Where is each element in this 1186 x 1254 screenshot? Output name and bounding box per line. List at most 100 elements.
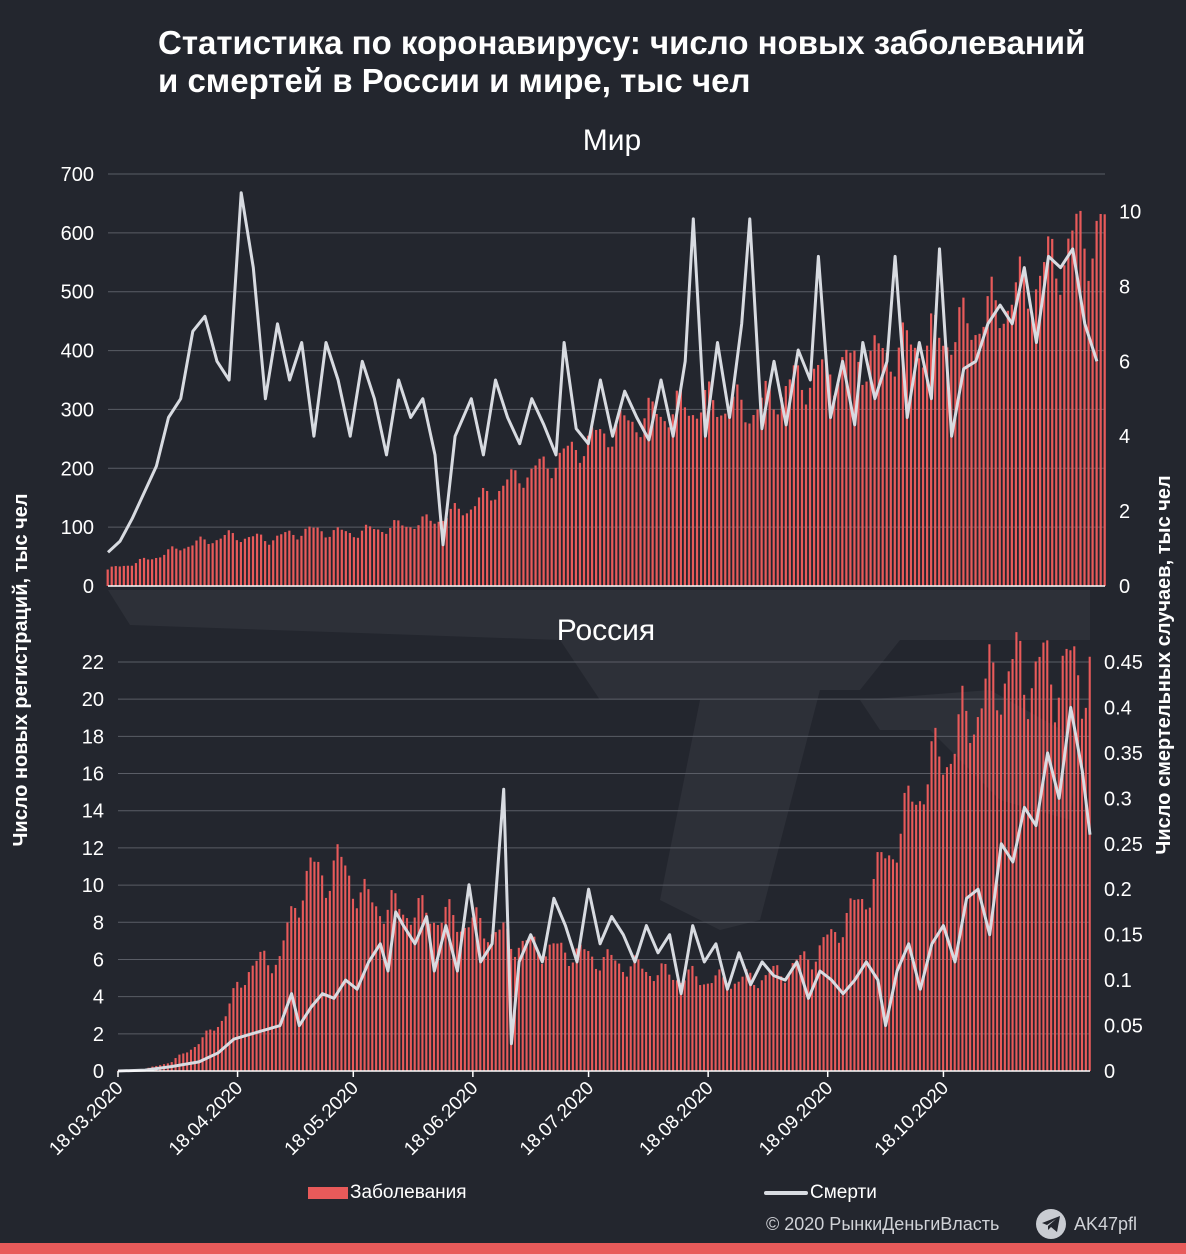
y-tick-label: 700 (61, 164, 94, 186)
case-bar (618, 963, 621, 1071)
case-bar (950, 354, 953, 586)
case-bar (211, 543, 214, 586)
case-bar (320, 531, 323, 586)
case-bar (1023, 694, 1026, 1071)
case-bar (664, 963, 667, 1071)
case-bar (897, 347, 900, 586)
case-bar (772, 409, 775, 586)
case-bar (540, 963, 544, 1071)
case-bar (901, 322, 904, 586)
y-tick-label: 16 (82, 764, 104, 786)
case-bar (594, 968, 598, 1071)
case-bar (187, 546, 190, 586)
case-bar (695, 976, 698, 1071)
case-bar (651, 401, 654, 586)
x-tick-label: 18.09.2020 (755, 1078, 837, 1160)
case-bar (486, 942, 490, 1071)
case-bar (393, 520, 396, 586)
case-bar (340, 529, 343, 586)
case-bar (110, 566, 113, 586)
case-bar (368, 526, 372, 586)
case-bar (1055, 278, 1058, 586)
case-bar (429, 923, 432, 1071)
case-bar (570, 441, 573, 586)
case-bar (560, 942, 563, 1071)
case-bar (336, 844, 339, 1071)
case-bar (441, 520, 444, 586)
case-bar (534, 465, 537, 586)
case-bar (841, 357, 844, 586)
case-bar (926, 784, 929, 1071)
case-bar (481, 487, 485, 586)
case-bar (606, 949, 609, 1071)
y-tick-label: 22 (82, 652, 104, 674)
case-bar (457, 508, 460, 586)
case-bar (938, 337, 941, 586)
case-bar (247, 537, 251, 586)
case-bar (803, 951, 806, 1071)
case-bar (304, 528, 307, 586)
case-bar (969, 743, 972, 1071)
case-bar (591, 956, 594, 1071)
case-bar (946, 347, 949, 586)
case-bar (990, 276, 993, 586)
telegram-handle[interactable]: AK47pfl (1074, 1214, 1138, 1234)
case-bar (490, 500, 493, 586)
case-bar (328, 536, 331, 586)
case-bar (708, 381, 711, 586)
y2-tick-label: 0.45 (1104, 652, 1143, 674)
case-bar (159, 557, 162, 586)
copyright-credit: © 2020 РынкиДеньгиВласть (766, 1214, 1000, 1234)
case-bar (1030, 688, 1033, 1071)
case-bar (389, 528, 392, 586)
case-bar (203, 539, 206, 586)
case-bar (502, 485, 505, 586)
case-bar (784, 386, 787, 586)
case-bar (425, 514, 428, 586)
case-bar (957, 714, 960, 1071)
case-bar (483, 938, 486, 1071)
case-bar (297, 917, 301, 1071)
case-bar (179, 550, 182, 586)
case-bar (394, 893, 397, 1071)
case-bar (992, 662, 995, 1071)
case-bar (671, 414, 674, 586)
case-bar (433, 523, 436, 586)
x-tick-label: 18.08.2020 (636, 1078, 718, 1160)
case-bar (621, 972, 625, 1071)
y2-tick-label: 0.25 (1104, 834, 1143, 856)
case-bar (106, 569, 109, 586)
case-bar (833, 395, 836, 586)
case-bar (714, 975, 717, 1071)
case-bar (611, 446, 614, 586)
case-bar (869, 350, 872, 586)
case-bar (834, 932, 837, 1071)
case-bar (566, 445, 569, 586)
case-bar (998, 328, 1001, 586)
y2-tick-label: 0.4 (1104, 697, 1132, 719)
telegram-icon[interactable] (1036, 1209, 1066, 1239)
case-bar (687, 415, 691, 586)
case-bar (881, 348, 884, 586)
case-bar (999, 714, 1003, 1071)
case-bar (270, 973, 274, 1071)
case-bar (364, 524, 368, 586)
left-axis-label: Число новых регистраций, тыс чел (10, 493, 32, 846)
case-bar (264, 541, 267, 586)
case-bar (272, 540, 275, 586)
case-bar (625, 976, 628, 1071)
case-bar (1077, 675, 1080, 1071)
case-bar (378, 916, 382, 1071)
y-tick-label: 4 (93, 987, 104, 1009)
case-bar (456, 931, 459, 1071)
y2-tick-label: 10 (1119, 201, 1141, 223)
case-bar (1065, 648, 1068, 1071)
case-bar (243, 538, 247, 586)
y-tick-label: 14 (82, 801, 104, 823)
case-bar (615, 424, 618, 586)
case-bar (1088, 656, 1091, 1071)
case-bar (1046, 640, 1049, 1071)
case-bar (814, 961, 817, 1071)
case-bar (853, 350, 856, 586)
